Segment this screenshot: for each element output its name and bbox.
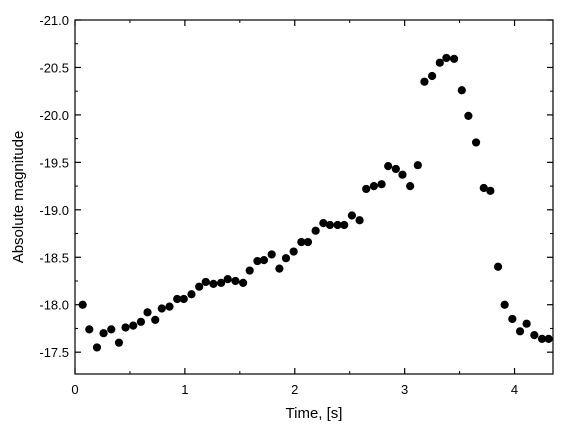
y-tick-label: -20.5 — [39, 60, 69, 75]
data-point — [464, 111, 473, 120]
data-point — [209, 279, 218, 288]
data-point — [325, 220, 335, 230]
data-points — [78, 53, 553, 352]
data-point — [530, 330, 539, 340]
data-point — [259, 256, 269, 265]
data-point — [544, 334, 553, 343]
data-point — [165, 302, 174, 311]
data-point — [508, 314, 517, 324]
x-tick-label: 4 — [511, 382, 518, 397]
data-point — [289, 247, 298, 256]
data-point — [217, 278, 226, 287]
data-point — [179, 294, 188, 304]
data-point — [347, 211, 357, 220]
data-point — [537, 334, 547, 343]
data-point — [187, 290, 196, 299]
data-point — [151, 315, 160, 324]
data-point — [384, 162, 393, 171]
data-point — [99, 329, 108, 338]
y-axis-title: Absolute magnitude — [10, 131, 27, 264]
data-point — [442, 53, 451, 63]
data-point — [406, 181, 415, 191]
data-point — [391, 164, 400, 174]
y-tick-label: -17.5 — [39, 345, 69, 360]
data-point — [223, 274, 232, 284]
x-tick-label: 2 — [291, 382, 298, 397]
data-point — [479, 183, 488, 193]
plot-frame — [74, 19, 554, 375]
data-point — [398, 170, 407, 179]
data-point — [157, 304, 166, 313]
data-point — [311, 226, 320, 235]
data-point — [121, 323, 130, 332]
data-point — [114, 338, 124, 347]
data-point — [129, 321, 138, 330]
data-point — [333, 220, 342, 230]
data-point — [413, 161, 422, 170]
data-point — [369, 181, 378, 191]
data-point — [78, 300, 87, 309]
x-tick-label: 1 — [181, 382, 188, 397]
y-tick-label: -20.0 — [39, 108, 69, 123]
data-point — [267, 250, 276, 259]
data-point — [340, 220, 349, 230]
data-point — [275, 264, 284, 273]
data-point — [471, 138, 481, 147]
y-axis-ticks: -17.5 -18.0 -18.5 -19.0 -19.5 -20.0 -20.5 -21.0 — [39, 13, 553, 360]
data-point — [107, 325, 116, 334]
data-point — [355, 216, 364, 225]
data-point — [420, 77, 429, 86]
x-tick-label: 0 — [71, 382, 78, 397]
data-point — [201, 277, 210, 287]
data-point — [143, 308, 152, 317]
data-point — [297, 237, 306, 247]
y-tick-label: -19.5 — [39, 155, 69, 170]
y-tick-label: -18.0 — [39, 298, 69, 313]
data-point — [136, 317, 146, 326]
data-point — [493, 262, 503, 271]
data-point — [435, 58, 444, 67]
data-point — [428, 71, 437, 81]
data-point — [303, 237, 313, 247]
data-point — [92, 343, 102, 352]
data-point — [319, 219, 328, 228]
data-point — [281, 254, 291, 263]
data-point — [85, 325, 94, 334]
data-point — [195, 282, 204, 291]
data-point — [231, 276, 240, 286]
data-point — [450, 54, 459, 64]
data-point — [239, 278, 248, 287]
data-point — [377, 180, 386, 189]
x-tick-label: 3 — [401, 382, 408, 397]
y-tick-label: -21.0 — [39, 13, 69, 28]
data-point — [515, 327, 525, 336]
data-point — [173, 294, 182, 304]
x-axis-title: Time, [s] — [286, 405, 343, 422]
data-point — [486, 186, 495, 195]
data-point — [362, 184, 371, 194]
x-axis-ticks: 0 1 2 3 4 — [71, 20, 518, 397]
y-tick-label: -19.0 — [39, 203, 69, 218]
data-point — [253, 256, 262, 266]
data-point — [500, 300, 509, 309]
data-point — [457, 86, 466, 95]
data-point — [245, 266, 254, 275]
y-tick-label: -18.5 — [39, 250, 69, 265]
data-point — [522, 319, 531, 328]
